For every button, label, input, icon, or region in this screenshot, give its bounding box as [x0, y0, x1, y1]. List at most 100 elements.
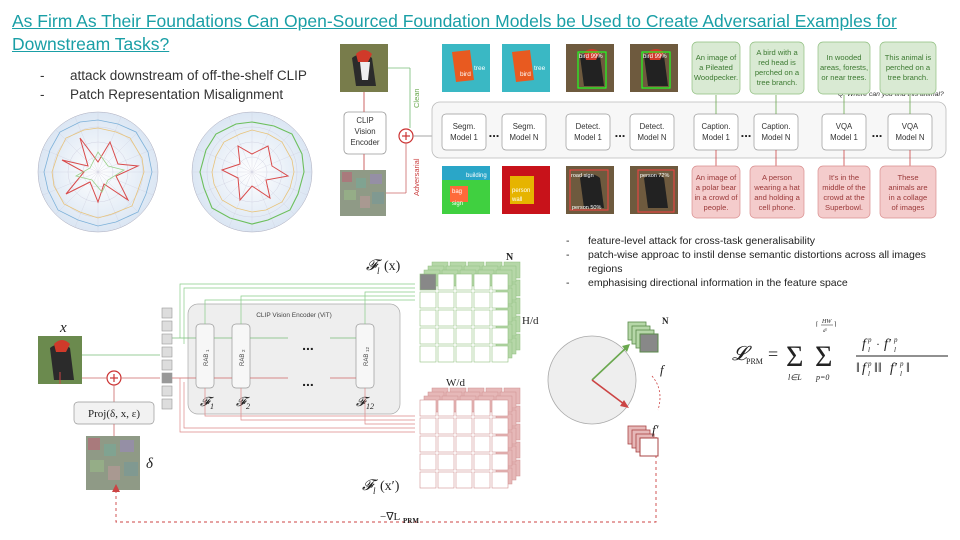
feature-sub: 1: [210, 402, 214, 411]
svg-text:p: p: [899, 360, 904, 368]
adversarial-caption-boxes: [691, 165, 937, 219]
svg-text:l: l: [868, 346, 870, 354]
adv-caption-line: Superbowl.: [825, 203, 863, 212]
clean-feature-grid: [419, 261, 521, 363]
model-name: Caption.: [701, 122, 730, 131]
svg-text:f: f: [862, 337, 868, 352]
encoder-title: CLIP Vision Encoder (ViT): [256, 312, 332, 319]
det-label: bird 99%: [579, 54, 603, 60]
patch-tokens: [161, 307, 173, 410]
seg-label: tree: [474, 65, 486, 72]
clean-output-images: [442, 44, 678, 92]
sum-p-top: HW: [821, 319, 832, 325]
adv-caption-line: These: [897, 173, 918, 182]
model-name: Detect.: [640, 122, 665, 131]
adversarial-patch-stack: [627, 425, 659, 457]
n-label: N: [662, 316, 669, 326]
model-sub: Model N: [637, 133, 666, 142]
adversarial-feature-grid: [419, 387, 521, 489]
adv-caption-line: a polar bear: [696, 183, 737, 192]
ellipsis: ...: [615, 125, 626, 140]
model-name: Caption.: [761, 122, 790, 131]
model-sub: Model N: [761, 133, 790, 142]
seg-label: bird: [460, 71, 471, 78]
svg-text:l: l: [900, 370, 902, 378]
perturb-var: δ: [146, 456, 154, 472]
ellipsis: ...: [872, 125, 883, 140]
svg-text:‖: ‖: [906, 361, 910, 376]
adv-caption-line: crowd at the: [823, 193, 864, 202]
clean-caption-line: A bird with a: [756, 48, 798, 57]
clean-caption-line: This animal is: [885, 53, 932, 62]
clean-caption-line: or near trees.: [821, 73, 866, 82]
clean-caption-line: In wooded: [826, 53, 861, 62]
det-adv-label: road sign: [571, 173, 594, 179]
svg-text:=: =: [768, 344, 778, 364]
rab-sub: 1: [205, 349, 210, 352]
h-label: H/d: [522, 315, 539, 327]
model-sub: Model N: [509, 133, 538, 142]
model-sub: Model 1: [574, 133, 602, 142]
det-label: bird 99%: [643, 54, 667, 60]
gradient-label: −∇L: [380, 511, 401, 523]
f-prime-label: f′: [652, 422, 659, 437]
seg-adv-label: person: [512, 188, 530, 194]
model-name: Segm.: [513, 122, 536, 131]
mid-bullet-list: feature-level attack for cross-task gene…: [566, 234, 958, 290]
model-sub: Model 1: [702, 133, 730, 142]
rab-blocks: [195, 323, 375, 389]
adv-caption-line: wearing a hat: [753, 183, 800, 192]
rab-sub: 12: [365, 346, 370, 352]
seg-adv-label: wall: [511, 197, 522, 203]
svg-text:p: p: [893, 336, 898, 344]
clip-box-line: Vision: [354, 127, 375, 136]
projection-label: Proj(δ, x, ε): [88, 408, 140, 420]
prm-loss-formula: 𝓛 PRM = Σ l∈L Σ ⌈ HW d² ⌉ p=0 f p l · f′…: [732, 314, 954, 400]
clean-feature-sub: l: [377, 266, 380, 276]
adv-caption-line: in a collage: [889, 193, 927, 202]
radar-chart-left: [37, 111, 159, 233]
n-label: N: [506, 252, 514, 263]
bullet-item: emphasising directional information in t…: [566, 276, 958, 290]
svg-text:·: ·: [876, 337, 880, 351]
seg-adv-label: building: [466, 173, 487, 179]
sum-p-den: d²: [823, 328, 828, 334]
svg-text:Σ: Σ: [815, 340, 832, 373]
rab-label: RAB: [204, 354, 210, 366]
sum-l-index: l∈L: [788, 373, 802, 382]
svg-text:Σ: Σ: [786, 340, 803, 373]
adv-caption-line: middle of the: [822, 183, 865, 192]
clip-encoder-box: [343, 111, 387, 155]
clip-box-line: CLIP: [356, 116, 373, 125]
loss-sub: PRM: [746, 357, 763, 366]
svg-text:l: l: [868, 370, 870, 378]
adv-caption-line: animals are: [888, 183, 927, 192]
model-sub: Model 1: [450, 133, 478, 142]
clean-caption-boxes: [691, 41, 937, 95]
adv-caption-line: of images: [892, 203, 925, 212]
svg-text:l: l: [894, 346, 896, 354]
adv-caption-line: people.: [704, 203, 729, 212]
clean-caption-line: An image of: [696, 53, 737, 62]
svg-text:⌉: ⌉: [834, 321, 836, 328]
seg-adv-label: bag: [452, 189, 462, 195]
svg-text:‖: ‖: [856, 361, 860, 376]
top-bullet-list: attack downstream of off-the-shelf CLIP …: [40, 66, 307, 104]
feature-sub: 2: [246, 402, 250, 411]
model-sub: Model N: [895, 133, 924, 142]
svg-text:f: f: [862, 361, 868, 376]
adv-caption-line: and holding a: [754, 193, 800, 202]
svg-text:p: p: [867, 336, 872, 344]
model-name: VQA: [902, 122, 919, 131]
pipeline-figure: CLIP Vision Encoder Clean Adversarial Se…: [340, 41, 947, 219]
adv-caption-line: It's in the: [829, 173, 859, 182]
model-name: Segm.: [453, 122, 476, 131]
adv-feature-symbol: 𝓕: [362, 478, 379, 494]
vqa-question: Q: Where can you find this animal?: [838, 91, 944, 98]
formula-svg: 𝓛 PRM = Σ l∈L Σ ⌈ HW d² ⌉ p=0 f p l · f′…: [732, 319, 948, 382]
clean-feature-arg: (x): [384, 259, 401, 274]
svg-text:⌈: ⌈: [816, 321, 818, 328]
adv-caption-line: An image of: [696, 173, 737, 182]
radar-chart-right: [191, 111, 313, 233]
seg-label: tree: [534, 65, 546, 72]
